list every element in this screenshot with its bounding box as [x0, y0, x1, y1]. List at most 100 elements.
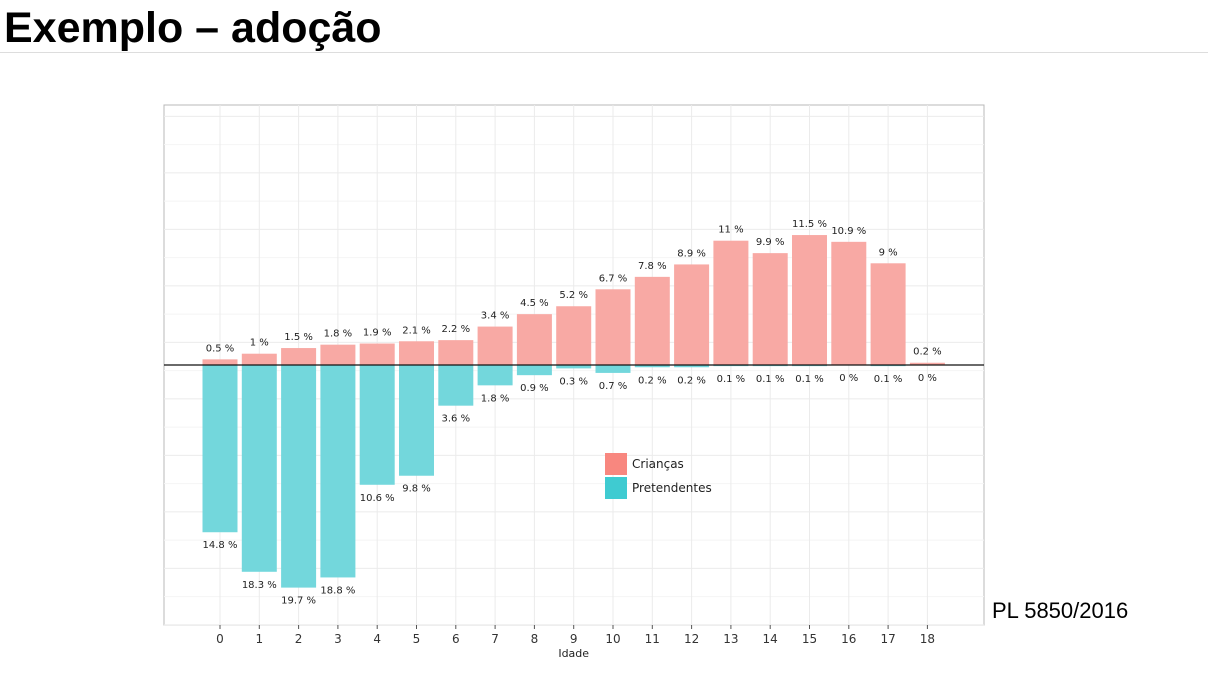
label-criancas-17: 9 % [879, 247, 898, 258]
chart-bars [164, 235, 984, 588]
x-tick-label-9: 9 [570, 632, 578, 646]
x-tick-label-11: 11 [645, 632, 660, 646]
x-tick-label-14: 14 [763, 632, 778, 646]
bar-criancas-13 [713, 240, 749, 365]
bar-criancas-12 [674, 264, 710, 365]
x-tick-label-15: 15 [802, 632, 817, 646]
bar-criancas-15 [792, 235, 827, 365]
bar-pretendentes-10 [595, 365, 631, 373]
legend-label-criancas: Crianças [632, 457, 684, 471]
label-pretendentes-0: 14.8 % [203, 540, 238, 551]
bar-pretendentes-7 [477, 365, 513, 386]
bar-criancas-9 [556, 306, 592, 365]
x-tick-label-8: 8 [531, 632, 539, 646]
bar-pretendentes-6 [438, 365, 474, 406]
bar-pretendentes-12 [674, 365, 710, 368]
chart-value-labels: 0.5 % 14.8 % 1 % 18.3 % 1.5 % 19.7 % 1.8 % 18.8… [203, 219, 942, 607]
x-tick-label-12: 12 [684, 632, 699, 646]
legend-swatch-criancas [605, 453, 627, 475]
x-tick-label-13: 13 [723, 632, 738, 646]
x-tick-label-3: 3 [334, 632, 342, 646]
label-criancas-2: 1.5 % [284, 332, 313, 343]
label-criancas-13: 11 % [718, 225, 743, 236]
label-pretendentes-7: 1.8 % [481, 393, 510, 404]
legend-label-pretendentes: Pretendentes [632, 481, 712, 495]
bar-criancas-4 [359, 343, 395, 365]
label-criancas-18: 0.2 % [913, 347, 942, 358]
x-tick-label-7: 7 [491, 632, 499, 646]
bar-pretendentes-2 [281, 365, 317, 588]
label-pretendentes-2: 19.7 % [281, 596, 316, 607]
bar-pretendentes-8 [516, 365, 552, 376]
label-pretendentes-3: 18.8 % [320, 585, 355, 596]
label-pretendentes-18: 0 % [918, 373, 937, 384]
label-criancas-9: 5.2 % [559, 290, 588, 301]
bar-criancas-6 [438, 340, 474, 365]
label-pretendentes-5: 9.8 % [402, 484, 431, 495]
bar-pretendentes-4 [359, 365, 395, 485]
age-distribution-chart: 0.5 % 14.8 % 1 % 18.3 % 1.5 % 19.7 % 1.8 % 18.8… [163, 104, 985, 660]
label-pretendentes-10: 0.7 % [599, 381, 628, 392]
label-criancas-4: 1.9 % [363, 328, 392, 339]
bar-pretendentes-11 [634, 365, 670, 368]
label-criancas-0: 0.5 % [206, 343, 235, 354]
bar-pretendentes-5 [399, 365, 434, 476]
x-tick-label-2: 2 [295, 632, 303, 646]
bar-pretendentes-0 [202, 365, 238, 533]
bar-criancas-7 [477, 326, 513, 365]
label-pretendentes-4: 10.6 % [360, 493, 395, 504]
chart-x-ticks: 0 1 2 3 4 5 6 7 8 9 10 11 12 13 14 15 16 17 18 [216, 625, 935, 646]
x-tick-label-5: 5 [413, 632, 421, 646]
bar-criancas-3 [320, 344, 356, 365]
label-pretendentes-14: 0.1 % [756, 374, 785, 385]
bar-criancas-10 [595, 289, 631, 365]
label-criancas-15: 11.5 % [792, 219, 827, 230]
bar-criancas-16 [831, 241, 867, 365]
label-pretendentes-15: 0.1 % [795, 374, 824, 385]
label-pretendentes-8: 0.9 % [520, 383, 549, 394]
x-tick-label-17: 17 [880, 632, 895, 646]
bar-pretendentes-9 [556, 365, 592, 369]
legend-swatch-pretendentes [605, 477, 627, 499]
label-pretendentes-11: 0.2 % [638, 375, 667, 386]
label-pretendentes-13: 0.1 % [717, 374, 746, 385]
bar-criancas-5 [399, 341, 434, 365]
label-criancas-16: 10.9 % [831, 226, 866, 237]
label-criancas-8: 4.5 % [520, 298, 549, 309]
x-tick-label-6: 6 [452, 632, 460, 646]
chart-legend: Crianças Pretendentes [605, 453, 712, 499]
bar-criancas-17 [870, 263, 906, 365]
label-pretendentes-6: 3.6 % [442, 414, 471, 425]
label-pretendentes-9: 0.3 % [559, 376, 588, 387]
label-pretendentes-16: 0 % [839, 373, 858, 384]
label-criancas-7: 3.4 % [481, 311, 510, 322]
bar-criancas-8 [516, 314, 552, 365]
x-tick-label-4: 4 [373, 632, 381, 646]
x-tick-label-16: 16 [841, 632, 856, 646]
label-pretendentes-12: 0.2 % [677, 375, 706, 386]
x-axis-title: Idade [558, 647, 589, 660]
label-criancas-5: 2.1 % [402, 325, 431, 336]
bar-criancas-1 [241, 353, 277, 365]
label-criancas-12: 8.9 % [677, 248, 706, 259]
bar-criancas-2 [281, 348, 317, 365]
bar-criancas-11 [634, 276, 670, 365]
x-tick-label-18: 18 [920, 632, 935, 646]
bar-criancas-0 [202, 359, 238, 365]
bar-pretendentes-1 [241, 365, 277, 572]
title-divider [0, 52, 1208, 53]
label-pretendentes-1: 18.3 % [242, 580, 277, 591]
x-tick-label-1: 1 [255, 632, 263, 646]
bar-criancas-14 [752, 253, 788, 365]
label-criancas-6: 2.2 % [442, 324, 471, 335]
x-tick-label-0: 0 [216, 632, 224, 646]
label-criancas-1: 1 % [250, 338, 269, 349]
bar-pretendentes-3 [320, 365, 356, 578]
label-pretendentes-17: 0.1 % [874, 374, 903, 385]
label-criancas-3: 1.8 % [324, 329, 353, 340]
label-criancas-11: 7.8 % [638, 261, 667, 272]
slide-title: Exemplo – adoção [4, 4, 382, 52]
bar-criancas-18 [909, 362, 945, 365]
label-criancas-10: 6.7 % [599, 273, 628, 284]
x-tick-label-10: 10 [605, 632, 620, 646]
